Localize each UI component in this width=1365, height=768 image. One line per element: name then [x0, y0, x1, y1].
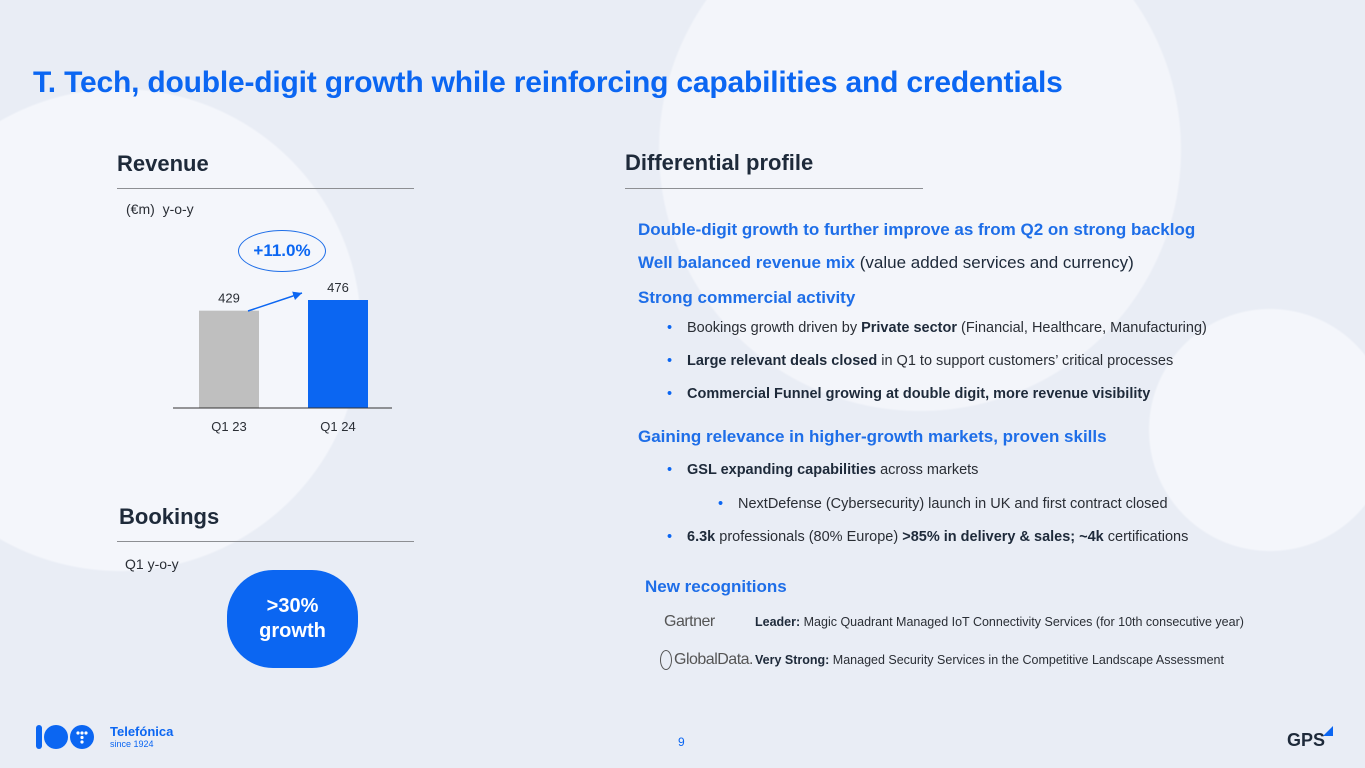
revenue-category-label: Q1 24	[320, 419, 355, 434]
bullet-bold: Large relevant deals closed	[687, 353, 878, 369]
bookings-growth-bubble: >30% growth	[227, 570, 358, 668]
bullet-bold: 6.3k	[687, 529, 716, 545]
profile-highlight-2: Well balanced revenue mix (value added s…	[638, 253, 1134, 273]
revenue-heading: Revenue	[117, 151, 209, 176]
profile-highlight-1: Double-digit growth to further improve a…	[638, 220, 1196, 239]
revenue-growth-badge: +11.0%	[238, 230, 326, 272]
bullet-bold: GSL expanding capabilities	[687, 462, 877, 478]
recognition-globaldata: Very Strong: Managed Security Services i…	[755, 653, 1224, 667]
recognition-gartner: Leader: Magic Quadrant Managed IoT Conne…	[755, 615, 1244, 629]
page-title: T. Tech, double-digit growth while reinf…	[33, 66, 1063, 99]
bullet-dot: •	[667, 353, 673, 369]
bullet-text: Bookings growth driven by	[687, 320, 862, 336]
bullet-dot: •	[667, 320, 673, 336]
bullet-bold: Private sector	[861, 320, 958, 336]
revenue-category-label: Q1 23	[211, 419, 246, 434]
bullet-dot: •	[667, 462, 673, 478]
bullet-text: in Q1 to support customers’ critical pro…	[877, 353, 1174, 369]
globaldata-logo: GlobalData.	[660, 650, 754, 670]
bullet-gsl: • GSL expanding capabilities across marke…	[667, 462, 978, 478]
revenue-yoy-label: y-o-y	[162, 201, 194, 217]
bullet-dot: •	[667, 386, 673, 402]
revenue-unit: (€m) y-o-y	[126, 201, 194, 217]
bullet-funnel: • Commercial Funnel growing at double dig…	[667, 386, 1150, 402]
bookings-value-sub: growth	[259, 620, 326, 642]
recognition-text: Managed Security Services in the Competi…	[829, 653, 1224, 667]
telefonica-logo: Telefónica since 1924	[36, 722, 173, 752]
bookings-heading: Bookings	[119, 504, 220, 529]
recognitions-heading: New recognitions	[645, 577, 787, 596]
revenue-value-label: 476	[327, 280, 349, 295]
bullet-professionals: • 6.3k professionals (80% Europe) >85% in…	[667, 529, 1188, 545]
telefonica-100-icon	[36, 725, 94, 749]
page-number: 9	[678, 735, 685, 749]
revenue-bar-chart: 429 Q1 23 476 Q1 24	[173, 280, 392, 434]
revenue-divider	[117, 188, 414, 189]
brand-since: since 1924	[110, 739, 154, 749]
bullet-text: NextDefense (Cybersecurity) launch in UK…	[738, 496, 1168, 512]
profile-h2-bold: Well balanced revenue mix	[638, 253, 855, 272]
bullet-deals: • Large relevant deals closed in Q1 to su…	[667, 353, 1173, 369]
profile-highlight-4: Gaining relevance in higher-growth marke…	[638, 427, 1107, 446]
gps-logo: GPS	[1287, 726, 1333, 751]
profile-heading: Differential profile	[625, 150, 814, 175]
globaldata-icon	[660, 650, 672, 670]
revenue-unit-label: (€m)	[126, 201, 155, 217]
recognition-bold: Leader:	[755, 615, 801, 629]
bullet-nextdefense: • NextDefense (Cybersecurity) launch in U…	[718, 496, 1168, 512]
globaldata-name: GlobalData.	[674, 651, 754, 669]
bullet-dot: •	[667, 529, 673, 545]
bullet-bookings: • Bookings growth driven by Private secto…	[667, 320, 1207, 336]
brand-name: Telefónica	[110, 724, 174, 739]
growth-arrow	[247, 291, 303, 312]
bullet-bold: >85% in delivery & sales; ~4k	[902, 529, 1104, 545]
bullet-dot: •	[718, 496, 724, 512]
bookings-divider	[117, 541, 414, 542]
revenue-bar-q1-23	[199, 310, 259, 408]
bullet-bold: Commercial Funnel growing at double digi…	[687, 386, 1151, 402]
profile-divider	[625, 188, 923, 189]
bookings-label: Q1 y-o-y	[125, 556, 179, 572]
recognition-text: Magic Quadrant Managed IoT Connectivity …	[800, 615, 1244, 629]
revenue-bar-q1-24	[308, 300, 368, 408]
profile-h2-plain: (value added services and currency)	[855, 253, 1134, 272]
bullet-text: certifications	[1103, 529, 1189, 545]
recognition-bold: Very Strong:	[755, 653, 830, 667]
bullet-text: (Financial, Healthcare, Manufacturing)	[957, 320, 1207, 336]
gps-triangle-icon	[1323, 726, 1333, 736]
revenue-value-label: 429	[218, 291, 240, 306]
bullet-text: across markets	[876, 462, 979, 478]
gps-logo-text: GPS	[1287, 730, 1326, 750]
bullet-text: professionals (80% Europe)	[715, 529, 903, 545]
gartner-logo: Gartner	[664, 613, 715, 630]
bookings-value: >30%	[266, 595, 319, 617]
profile-highlight-3: Strong commercial activity	[638, 288, 856, 307]
